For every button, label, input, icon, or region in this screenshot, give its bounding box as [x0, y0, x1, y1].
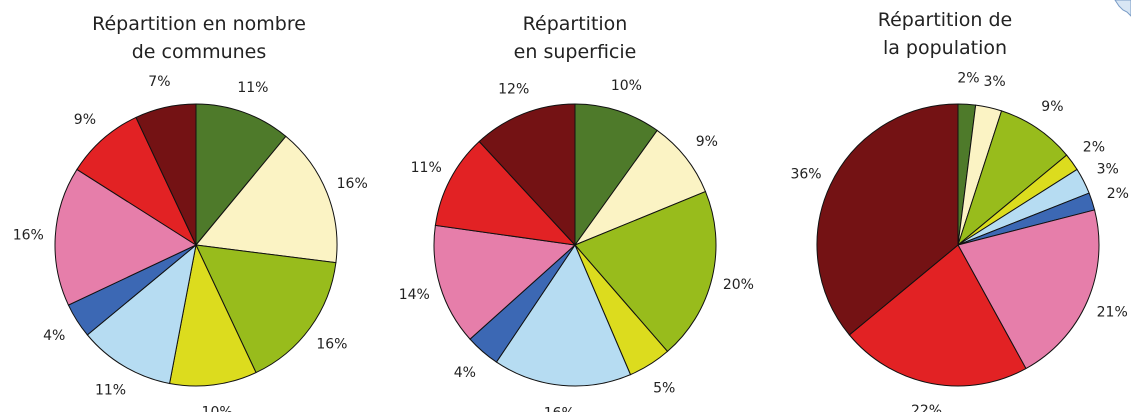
pie-slice	[434, 140, 577, 246]
slice-label: 2%	[1107, 186, 1129, 202]
slice-label: 16%	[13, 228, 44, 244]
slice-label: 11%	[411, 160, 442, 176]
pie-slice	[574, 190, 717, 353]
pie-slice	[495, 243, 632, 387]
pie-chart-2: 2% 3%9%2%3%2%21%22%36%	[790, 70, 1128, 412]
chart-title-population: Répartition de la population	[820, 6, 1070, 62]
pie-slice	[54, 168, 198, 306]
slice-label: 12%	[498, 82, 529, 98]
slice-label: 11%	[237, 80, 268, 96]
slice-label: 9%	[1041, 99, 1063, 115]
slice-label: 9%	[74, 112, 96, 128]
slice-label: 5%	[653, 380, 675, 396]
pie-slice	[195, 103, 287, 247]
slice-label: 7%	[148, 74, 170, 90]
slice-label: 22%	[911, 403, 942, 412]
slice-label: 16%	[544, 405, 575, 412]
slice-label: 2%	[957, 70, 979, 86]
pie-slice	[957, 209, 1100, 370]
chart-title-line: la population	[882, 37, 1008, 59]
slice-label: 10%	[611, 78, 642, 94]
pie-slice	[574, 103, 658, 247]
slice-label: 36%	[790, 167, 821, 183]
pie-slice	[86, 243, 197, 385]
slice-label: 14%	[399, 287, 430, 303]
pie-slice	[195, 135, 338, 264]
pie-slice	[76, 116, 198, 247]
slice-label: 21%	[1097, 305, 1128, 321]
slice-label: 16%	[337, 176, 368, 192]
pie-chart-1: 10% 9% 20% 5% 16% 4% 14% 11% 12%	[399, 78, 754, 412]
slice-label: 4%	[43, 328, 65, 344]
slice-label: 11%	[95, 383, 126, 399]
pie-slice	[848, 244, 1027, 387]
chart-title-line: en superficie	[513, 41, 637, 63]
slice-label: 4%	[454, 365, 476, 381]
slice-label: 3%	[983, 74, 1005, 90]
pie-chart-0: 11% 16% 16% 10% 11% 4% 16% 9% 7%	[13, 74, 368, 412]
map-fragment-decoration	[1114, 0, 1131, 17]
slice-label: 2%	[1083, 139, 1105, 155]
chart-title-line: Répartition	[522, 13, 628, 35]
pie-slice	[168, 243, 257, 387]
chart-title-communes: Répartition en nombre de communes	[20, 10, 378, 66]
pie-slice	[478, 103, 576, 247]
chart-title-line: Répartition de	[877, 9, 1013, 31]
slice-label: 9%	[696, 134, 718, 150]
pie-slice	[816, 103, 959, 336]
chart-title-superficie: Répartition en superficie	[450, 10, 700, 66]
slice-label: 16%	[316, 337, 347, 353]
pie-slice	[956, 110, 1068, 247]
chart-title-line: de communes	[131, 41, 267, 63]
pie-slice	[433, 224, 577, 340]
chart-title-line: Répartition en nombre	[92, 13, 306, 35]
slice-label: 3%	[1097, 162, 1119, 178]
pie-slice	[195, 244, 337, 374]
pie-slice	[135, 103, 197, 246]
slice-label: 20%	[723, 277, 754, 293]
slice-label: 10%	[202, 405, 233, 412]
